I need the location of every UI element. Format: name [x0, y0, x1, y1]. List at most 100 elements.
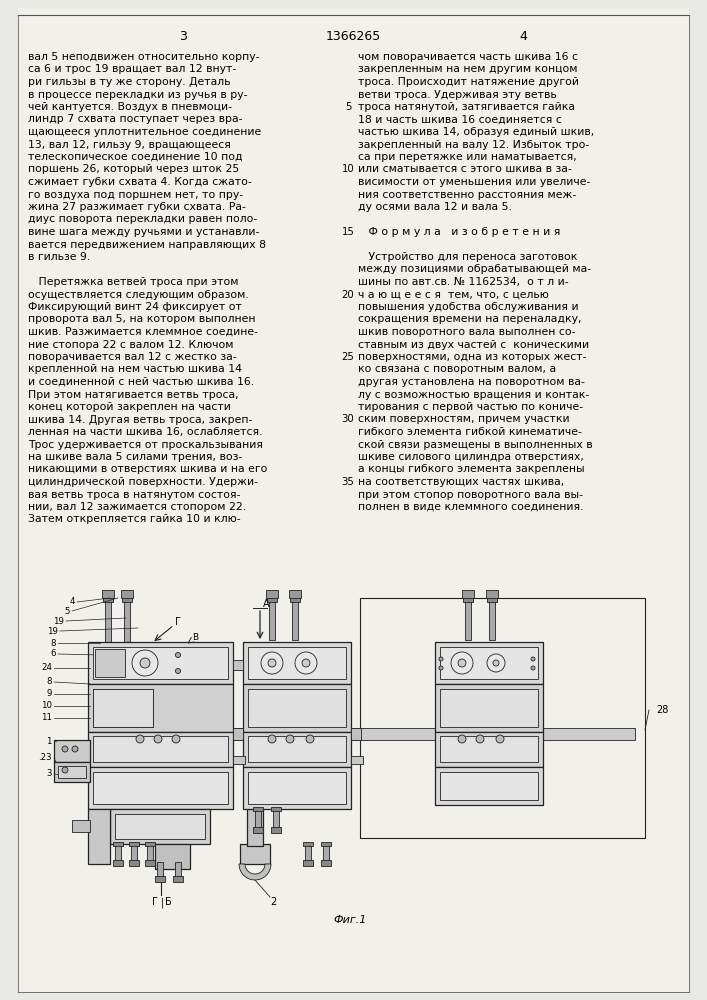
Text: ри гильзы в ту же сторону. Деталь: ри гильзы в ту же сторону. Деталь — [28, 77, 230, 87]
Text: Перетяжка ветвей троса при этом: Перетяжка ветвей троса при этом — [28, 277, 238, 287]
Bar — [290, 596, 300, 602]
Bar — [233, 756, 245, 764]
Bar — [103, 596, 113, 602]
Text: В: В — [192, 634, 198, 643]
Text: 4: 4 — [519, 30, 527, 43]
Text: или сматывается с этого шкива в за-: или сматывается с этого шкива в за- — [358, 164, 572, 174]
Bar — [440, 689, 538, 727]
Bar — [88, 642, 233, 684]
Bar — [105, 598, 111, 643]
Text: ленная на части шкива 16, ослабляется.: ленная на части шкива 16, ослабляется. — [28, 427, 262, 437]
Circle shape — [306, 735, 314, 743]
Bar — [292, 598, 298, 640]
Bar — [248, 736, 346, 762]
Circle shape — [62, 767, 68, 773]
Circle shape — [451, 652, 473, 674]
Text: поворачивается вал 12 с жестко за-: поворачивается вал 12 с жестко за- — [28, 352, 237, 362]
Text: сокращения времени на переналадку,: сокращения времени на переналадку, — [358, 314, 581, 324]
Bar — [463, 596, 473, 602]
Circle shape — [172, 735, 180, 743]
Text: чом поворачивается часть шкива 16 с: чом поворачивается часть шкива 16 с — [358, 52, 578, 62]
Bar — [93, 736, 228, 762]
Bar — [489, 598, 495, 640]
Text: 35: 35 — [341, 477, 354, 487]
Circle shape — [72, 746, 78, 752]
Bar — [115, 814, 205, 839]
Text: проворота вал 5, на котором выполнен: проворота вал 5, на котором выполнен — [28, 314, 255, 324]
Text: сжимает губки схвата 4. Когда сжато-: сжимает губки схвата 4. Когда сжато- — [28, 177, 252, 187]
Text: осуществляется следующим образом.: осуществляется следующим образом. — [28, 290, 249, 300]
Text: при этом стопор поворотного вала вы-: при этом стопор поворотного вала вы- — [358, 489, 583, 499]
Bar — [157, 862, 163, 878]
Text: ставным из двух частей с  коническими: ставным из двух частей с коническими — [358, 340, 589, 350]
Text: закрепленный на валу 12. Избыток тро-: закрепленный на валу 12. Избыток тро- — [358, 139, 589, 149]
Bar — [233, 728, 243, 740]
Bar — [253, 827, 263, 833]
Text: 6: 6 — [50, 650, 56, 658]
Bar — [440, 736, 538, 762]
Text: цилиндрической поверхности. Удержи-: цилиндрической поверхности. Удержи- — [28, 477, 258, 487]
Bar — [175, 862, 181, 878]
Text: ской связи размещены в выполненных в: ской связи размещены в выполненных в — [358, 440, 592, 450]
Bar — [243, 642, 351, 684]
Text: троса. Происходит натяжение другой: троса. Происходит натяжение другой — [358, 77, 579, 87]
Text: шкив поворотного вала выполнен со-: шкив поворотного вала выполнен со- — [358, 327, 575, 337]
Circle shape — [493, 660, 499, 666]
Text: Г: Г — [152, 897, 158, 907]
Bar — [110, 809, 210, 844]
Text: 5: 5 — [345, 102, 351, 112]
Text: шкива 14. Другая ветвь троса, закреп-: шкива 14. Другая ветвь троса, закреп- — [28, 414, 252, 425]
Text: 25: 25 — [341, 352, 354, 362]
Bar — [289, 590, 301, 598]
Bar — [303, 842, 313, 846]
Bar — [266, 590, 278, 598]
Bar — [305, 844, 311, 862]
Text: чей кантуется. Воздух в пневмоци-: чей кантуется. Воздух в пневмоци- — [28, 102, 232, 112]
Bar — [88, 732, 233, 767]
Bar — [145, 860, 155, 866]
Text: лу с возможностью вращения и контак-: лу с возможностью вращения и контак- — [358, 389, 589, 399]
Text: 24: 24 — [41, 664, 52, 672]
Bar — [113, 860, 123, 866]
Bar — [243, 732, 351, 767]
Circle shape — [140, 658, 150, 668]
Bar — [243, 767, 351, 809]
Text: ч а ю щ е е с я  тем, что, с целью: ч а ю щ е е с я тем, что, с целью — [358, 290, 549, 300]
Circle shape — [487, 654, 505, 672]
Text: 19: 19 — [53, 616, 64, 626]
Bar — [440, 647, 538, 679]
Text: щающееся уплотнительное соединение: щающееся уплотнительное соединение — [28, 127, 262, 137]
Bar — [93, 772, 228, 804]
Bar — [72, 820, 90, 832]
Text: ветви троса. Удерживая эту ветвь: ветви троса. Удерживая эту ветвь — [358, 90, 556, 100]
Bar — [440, 772, 538, 800]
Bar — [255, 809, 261, 829]
Circle shape — [496, 735, 504, 743]
Text: 1366265: 1366265 — [325, 30, 380, 43]
Circle shape — [175, 668, 180, 674]
Text: Г: Г — [175, 617, 181, 627]
Text: ния соответственно расстояния меж-: ния соответственно расстояния меж- — [358, 190, 576, 200]
Text: вая ветвь троса в натянутом состоя-: вая ветвь троса в натянутом состоя- — [28, 489, 240, 499]
Text: никающими в отверстиях шкива и на его: никающими в отверстиях шкива и на его — [28, 464, 267, 475]
Bar — [93, 689, 153, 727]
Text: 3: 3 — [47, 770, 52, 778]
Text: 13, вал 12, гильзу 9, вращающееся: 13, вал 12, гильзу 9, вращающееся — [28, 139, 231, 149]
Text: полнен в виде клеммного соединения.: полнен в виде клеммного соединения. — [358, 502, 583, 512]
Bar — [253, 807, 263, 811]
Bar — [271, 807, 281, 811]
Text: закрепленным на нем другим концом: закрепленным на нем другим концом — [358, 64, 578, 75]
Text: Устройство для переноса заготовок: Устройство для переноса заготовок — [358, 252, 578, 262]
Circle shape — [175, 652, 180, 658]
Bar — [351, 756, 363, 764]
Text: конец которой закреплен на части: конец которой закреплен на части — [28, 402, 231, 412]
Text: 3: 3 — [179, 30, 187, 43]
Text: ко связана с поворотным валом, а: ко связана с поворотным валом, а — [358, 364, 556, 374]
Text: а концы гибкого элемента закреплены: а концы гибкого элемента закреплены — [358, 464, 585, 475]
Circle shape — [261, 652, 283, 674]
Bar — [247, 808, 263, 846]
Bar — [233, 660, 243, 670]
Bar — [435, 642, 543, 684]
Bar — [269, 598, 275, 640]
Bar — [121, 590, 133, 598]
